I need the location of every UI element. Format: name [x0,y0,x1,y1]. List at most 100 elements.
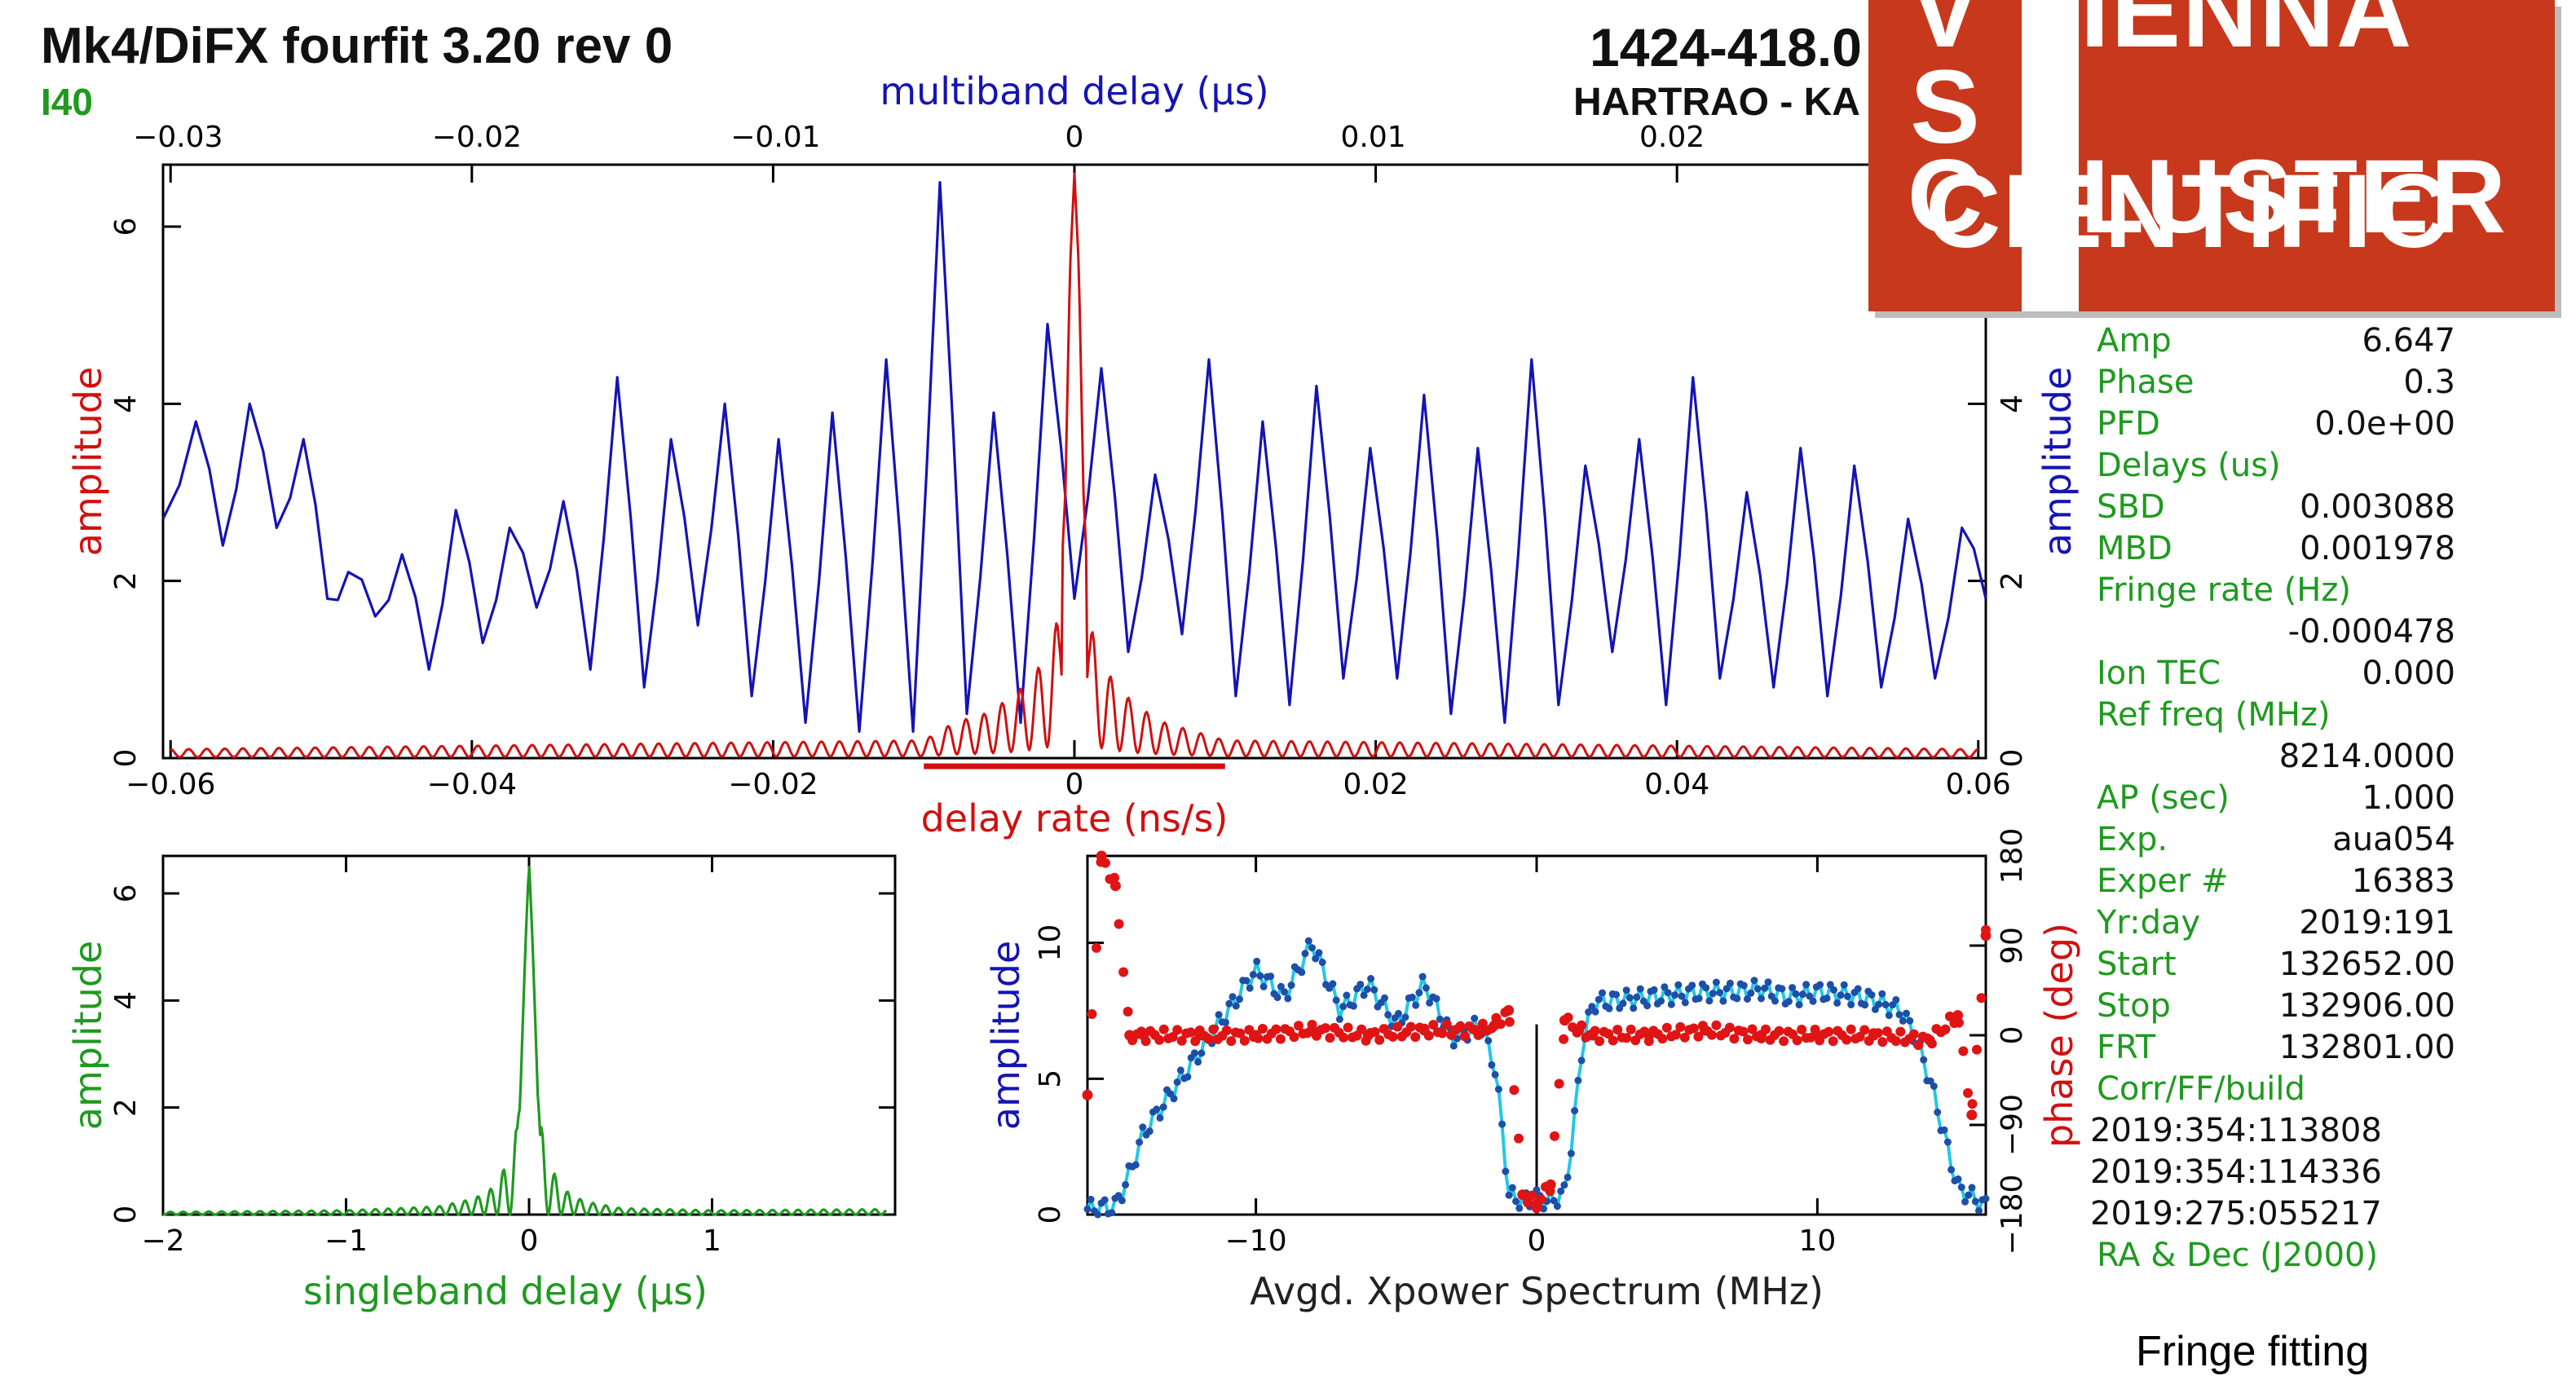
multiband-delay-series [161,181,1987,733]
phase-point [1608,1035,1618,1046]
phase-point [1387,1031,1398,1042]
amplitude-point [1228,993,1237,1001]
phase-point [1972,1044,1982,1055]
phase-point [1087,1009,1097,1019]
amplitude-point [1225,999,1233,1008]
info-value: -0.000478 [2287,613,2455,651]
multiband-delay-tick-label: 0.02 [1639,121,1705,154]
amplitude-point [1702,984,1710,992]
amplitude-point [1512,1197,1520,1206]
phase-point [1675,1021,1686,1032]
amplitude-point [1381,994,1388,1002]
spectrum-phase-tick-label: −180 [1996,1175,2029,1255]
phase-point [1559,1034,1569,1044]
amplitude-point [1712,978,1720,986]
plot-title: Mk4/DiFX fourfit 3.20 rev 0 [41,18,673,74]
amplitude-point [1173,1078,1181,1086]
amplitude-point [1329,980,1337,988]
phase-point [1868,1030,1879,1041]
phase-point [1092,942,1101,953]
phase-point [1124,1030,1136,1041]
amplitude-point [1920,1056,1928,1064]
info-value: 1.000 [2362,779,2455,817]
amplitude-point [1722,985,1731,993]
phase-point [1958,1046,1969,1056]
phase-point [1595,1036,1605,1047]
vienna-scientific-cluster-logo: V IENNA SCIENTIFIC C LUSTER [1868,0,2555,311]
phase-point [1437,1028,1448,1039]
spectrum-x-tick-label: 0 [1528,1224,1546,1258]
polarization-label: I40 [41,81,93,123]
phase-point [1842,1034,1852,1045]
amplitude-point [1367,975,1375,982]
phase-point [1966,1109,1978,1121]
spectrum-phase-tick-label: 0 [1996,1026,2029,1045]
info-key: Phase [2097,364,2194,401]
phase-point [1976,993,1987,1003]
singleband-y-tick-label: 4 [109,991,143,1010]
phase-point [1792,1035,1802,1046]
amplitude-point [1726,979,1734,987]
phase-point [1545,1179,1556,1190]
phase-point [1913,1040,1924,1051]
phase-point [1517,1189,1528,1201]
phase-point [1257,1024,1268,1034]
phase-point [1392,1021,1403,1032]
logo-line-2: SCIENTIFIC [1910,49,2450,270]
amplitude-point [1170,1095,1178,1103]
amplitude-point [1370,986,1378,994]
info-key: Stop [2097,987,2171,1025]
phase-point [1924,1034,1935,1046]
info-key: Fringe rate (Hz) [2097,571,2351,609]
phase-point [1550,1131,1559,1141]
amplitude-point [1975,1206,1983,1215]
amplitude-point [1833,999,1842,1007]
amplitude-point [1363,986,1371,994]
spectrum-phase-tick-label: 180 [1996,828,2029,884]
phase-point [1158,1024,1169,1034]
info-value: 132906.00 [2278,987,2455,1025]
amplitude-point [1083,1205,1092,1213]
phase-point [1693,1031,1704,1042]
amplitude-point [1301,950,1309,958]
singleband-x-tick-label: 0 [520,1224,539,1258]
singleband-x-label: singleband delay (μs) [303,1269,708,1313]
amplitude-point [1101,1196,1109,1204]
amplitude-point [1716,989,1724,997]
amplitude-point [1198,1049,1206,1057]
amplitude-point [1982,1194,1990,1202]
amplitude-point [1577,1056,1586,1065]
amplitude-point [1750,977,1758,985]
amplitude-point [1094,1211,1102,1219]
amplitude-point [1557,1187,1565,1195]
amplitude-point [1837,991,1845,999]
phase-point [1952,1010,1964,1021]
phase-point [1307,1025,1317,1036]
amplitude-point [1432,995,1440,1003]
amplitude-tick-label: 2 [109,571,143,590]
phase-point [1811,1030,1823,1041]
phase-point [1890,1036,1901,1047]
phase-point [1154,1034,1165,1045]
amplitude-point [1847,1001,1855,1008]
delay-rate-tick-label: 0.04 [1644,768,1709,801]
top-axis-label: multiband delay (μs) [880,69,1268,113]
amplitude-point [1885,1012,1893,1020]
amplitude-tick-label: 0 [109,749,143,768]
build-date: 2019:354:114336 [2090,1153,2382,1191]
amplitude-tick-label: 6 [109,218,143,236]
amplitude-point [1139,1123,1147,1131]
amplitude-point [1753,985,1762,993]
phase-point [1239,1035,1250,1046]
amplitude-point [1564,1173,1572,1181]
phase-point [1221,1025,1232,1035]
top-plot-frame [161,163,1987,760]
amplitude-point [1318,959,1326,966]
phase-point [1531,1199,1542,1211]
amplitude-point [1667,1000,1675,1008]
info-key: Ion TEC [2097,655,2221,692]
phase-point [1587,1030,1599,1041]
spectrum-y-label: amplitude [984,941,1028,1130]
amplitude-point [1356,981,1365,989]
amplitude-point [1795,1001,1803,1009]
